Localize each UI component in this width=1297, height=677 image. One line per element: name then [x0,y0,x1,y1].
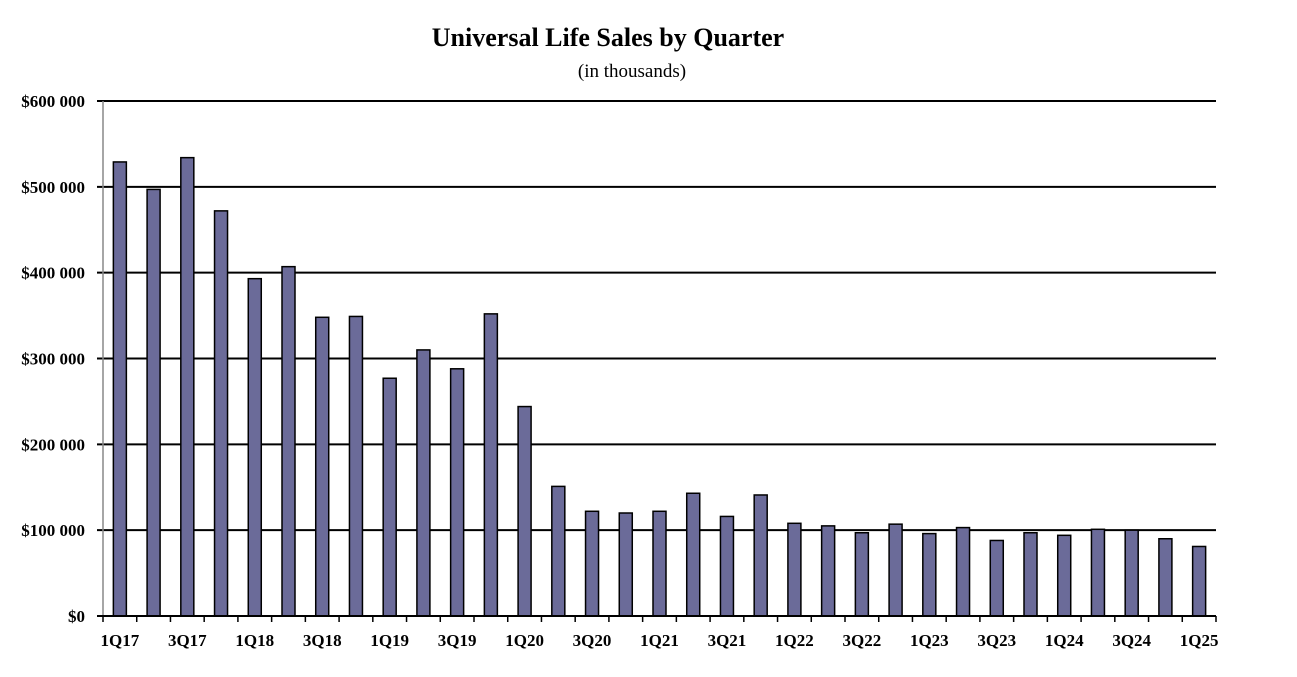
x-tick-label: 1Q18 [235,631,274,650]
x-tick-label: 1Q23 [910,631,949,650]
y-tick-label: $400 000 [21,264,85,283]
bar-4q21 [753,494,768,617]
y-tick-label: $600 000 [21,92,85,111]
bar-1q23 [922,532,937,617]
bar-3q17 [180,156,195,617]
chart-subtitle: (in thousands) [578,61,686,82]
bar-2q18 [281,265,296,617]
x-tick-label: 3Q19 [438,631,477,650]
x-tick-label: 3Q18 [303,631,342,650]
bar-3q18 [314,316,330,617]
bar-3q22 [854,531,870,617]
bar-1q25 [1191,545,1207,617]
x-tick-label: 1Q22 [775,631,814,650]
y-tick-label: $300 000 [21,350,85,369]
bar-4q20 [618,512,634,617]
bar-1q24 [1056,534,1072,617]
bar-2q20 [551,485,566,617]
x-tick-label: 1Q25 [1180,631,1219,650]
y-tick-label: $500 000 [21,178,85,197]
x-tick-label: 3Q21 [708,631,747,650]
bar-1q20 [517,405,532,617]
x-tick-label: 3Q20 [573,631,612,650]
x-tick-label: 3Q24 [1112,631,1151,650]
bar-2q22 [820,525,836,617]
x-tick-label: 1Q21 [640,631,679,650]
bar-2q24 [1090,528,1106,617]
x-axis-ticks: 1Q17 3Q17 1Q18 3Q18 1Q19 3Q19 1Q20 3Q20 1Q21 3Q21… [97,615,1219,650]
bar-1q19 [382,377,397,617]
bar-4q17 [213,210,229,617]
x-tick-label: 3Q17 [168,631,207,650]
bar-1q18 [247,277,263,617]
bar-2q17 [146,188,161,617]
bar-4q18 [348,315,364,617]
bar-4q23 [1023,531,1038,617]
bar-3q24 [1124,529,1139,617]
bars [112,156,1207,617]
bar-2q23 [955,526,971,617]
bar-2q19 [416,349,431,617]
chart-title: Universal Life Sales by Quarter [432,23,784,52]
y-axis-ticks: $0 $100 000 $200 000 $300 000 $400 000 $500 0… [21,92,85,626]
bar-4q22 [888,523,903,617]
y-tick-label: $0 [68,607,85,626]
x-tick-label: 1Q20 [505,631,544,650]
y-tick-label: $100 000 [21,521,85,540]
bar-3q23 [989,539,1005,617]
bar-1q22 [787,522,802,617]
bar-4q19 [483,313,499,617]
bar-3q20 [584,510,600,617]
x-tick-label: 1Q17 [100,631,139,650]
bar-1q21 [652,510,667,617]
bar-4q24 [1158,538,1173,617]
x-tick-label: 3Q22 [842,631,881,650]
bar-3q21 [719,515,735,617]
bar-3q19 [449,368,465,617]
bar-2q21 [685,492,701,617]
x-tick-label: 3Q23 [977,631,1016,650]
x-tick-label: 1Q24 [1045,631,1084,650]
x-tick-label: 1Q19 [370,631,409,650]
y-tick-label: $200 000 [21,435,85,454]
bar-1q17 [112,161,128,617]
